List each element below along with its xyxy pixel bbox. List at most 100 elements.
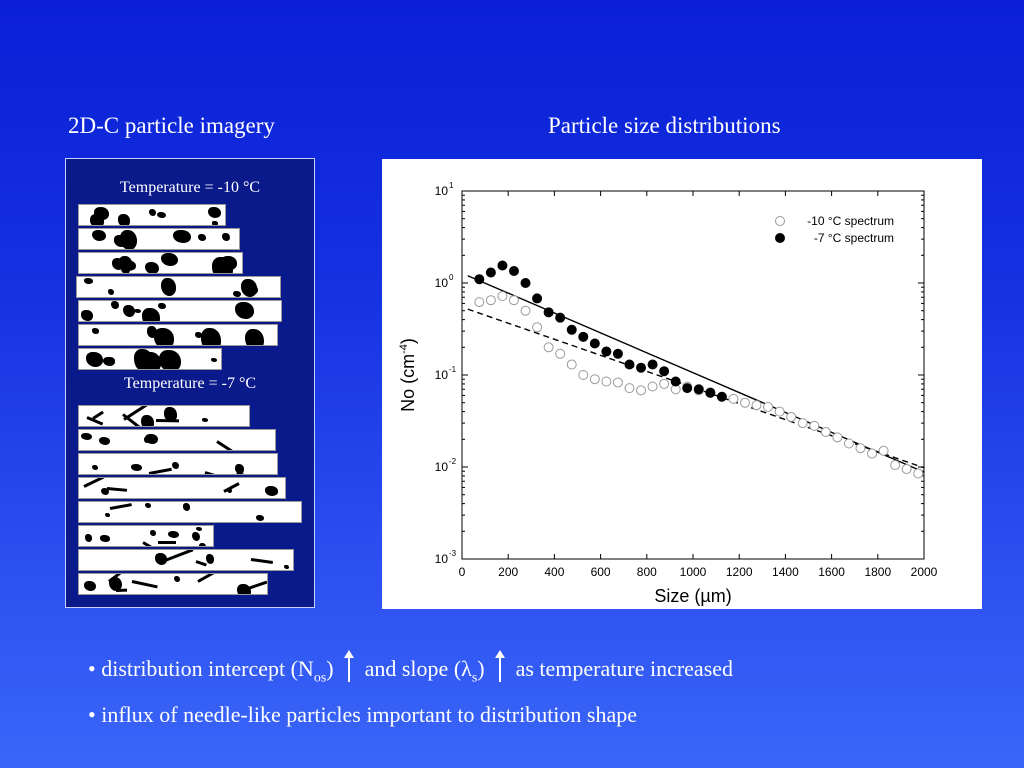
imagery-strip: [78, 324, 278, 346]
point-minus10: [751, 400, 762, 411]
particle-imagery-panel: Temperature = -10 °C Temperature = -7 °C: [65, 158, 315, 608]
particle-blob: [123, 304, 135, 318]
y-tick-exponent: -2: [449, 457, 457, 466]
point-minus10: [774, 406, 785, 417]
bullet-1-part3: and slope (λ: [364, 656, 472, 681]
y-tick-exponent: 1: [449, 181, 454, 190]
particle-blob: [104, 513, 110, 518]
particle-blob: [237, 583, 252, 594]
point-minus7: [682, 383, 693, 394]
y-axis-label: No (cm-4): [398, 338, 418, 412]
particle-blob: [134, 309, 141, 314]
point-minus10: [728, 393, 739, 404]
needle-particle: [195, 560, 208, 567]
point-minus7: [543, 307, 554, 318]
particle-blob: [163, 407, 177, 423]
fit-line-solid: [467, 275, 925, 473]
particle-blob: [80, 309, 94, 321]
particle-blob: [211, 221, 219, 225]
point-minus10: [485, 295, 496, 306]
needle-particle: [197, 574, 224, 583]
legend-marker: [775, 216, 785, 226]
needle-particle: [83, 478, 105, 488]
y-tick-exponent: -1: [449, 365, 457, 374]
needle-particle: [131, 580, 158, 589]
y-tick-label: 10: [435, 552, 449, 566]
particle-blob: [117, 214, 131, 225]
bullet-needle-particles: • influx of needle-like particles import…: [88, 702, 638, 727]
particle-blob: [212, 257, 234, 273]
x-tick-label: 800: [637, 565, 657, 579]
particle-blob: [149, 208, 157, 217]
needle-particle: [156, 418, 179, 422]
point-minus7: [647, 359, 658, 370]
imagery-strip: [78, 477, 286, 499]
y-tick-label: 10: [435, 368, 449, 382]
point-minus10: [763, 401, 774, 412]
particle-blob: [211, 357, 218, 362]
imagery-strip: [78, 525, 214, 547]
particle-blob: [85, 351, 104, 368]
point-minus10: [589, 374, 600, 385]
particle-blob: [197, 234, 207, 242]
point-minus10: [543, 342, 554, 353]
point-minus7: [578, 331, 589, 342]
particle-blob: [103, 357, 116, 367]
point-minus10: [636, 385, 647, 396]
point-minus7: [693, 384, 704, 395]
bullet-1-sub-s: s: [471, 670, 478, 686]
particle-blob: [109, 576, 123, 592]
particle-blob: [155, 552, 168, 565]
y-axis-label-end: ): [398, 338, 418, 344]
point-minus7: [566, 324, 577, 335]
plot-frame: [461, 190, 925, 560]
x-tick-label: 1200: [726, 565, 753, 579]
imagery-strip: [78, 453, 278, 475]
particle-blob: [158, 302, 166, 310]
point-minus10: [843, 438, 854, 449]
point-minus10: [520, 305, 531, 316]
point-minus10: [497, 291, 508, 302]
y-tick-label: 10: [435, 460, 449, 474]
particle-blob: [80, 433, 92, 441]
point-minus10: [647, 381, 658, 392]
particle-blob: [107, 288, 115, 296]
point-minus10: [797, 418, 808, 429]
particle-blob: [89, 214, 104, 225]
point-minus7: [670, 376, 681, 387]
point-minus10: [532, 322, 543, 333]
particle-blob: [255, 515, 264, 521]
y-tick-label: 10: [435, 276, 449, 290]
point-minus10: [555, 348, 566, 359]
particle-blob: [199, 542, 206, 546]
needle-particle: [247, 580, 267, 590]
particle-blob: [195, 526, 203, 532]
particle-blob: [141, 415, 155, 426]
particle-blob: [283, 564, 289, 570]
x-tick-label: 1400: [772, 565, 799, 579]
needle-particle: [158, 540, 177, 544]
needle-particle: [109, 503, 132, 511]
x-tick-label: 1000: [680, 565, 707, 579]
left-heading: 2D-C particle imagery: [68, 113, 275, 138]
needle-particle: [164, 550, 195, 562]
particle-blob: [84, 533, 93, 542]
point-minus10: [474, 297, 485, 308]
particle-blob: [157, 212, 166, 219]
x-tick-label: 1600: [818, 565, 845, 579]
particle-blob: [98, 436, 110, 445]
point-minus10: [578, 370, 589, 380]
particle-blob: [144, 502, 152, 509]
needle-particle: [236, 471, 257, 474]
imagery-strip: [78, 549, 294, 571]
bullet-1-part1: • distribution intercept (N: [88, 656, 314, 681]
imagery-strip: [78, 228, 240, 250]
particle-blob: [201, 418, 208, 422]
particle-blob: [235, 463, 245, 474]
y-tick-exponent: -3: [449, 549, 457, 558]
bullet-intercept-slope: • distribution intercept (Nos) and slope…: [88, 650, 733, 686]
x-tick-label: 2000: [911, 565, 938, 579]
particle-blob: [100, 487, 109, 495]
particle-blob: [111, 301, 120, 309]
particle-blob: [265, 486, 278, 496]
